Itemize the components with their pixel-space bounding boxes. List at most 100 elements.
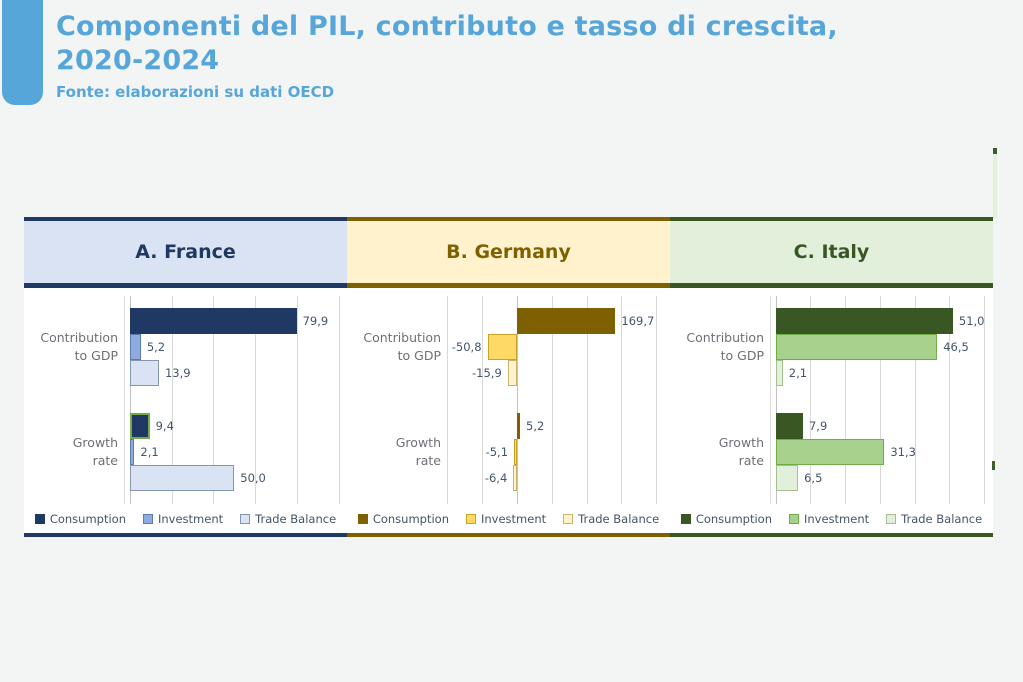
gridline [656,296,658,504]
legend-item-trade-balance: Trade Balance [886,512,982,526]
bar-france-contribution-to-gdp-consumption [130,308,297,334]
bar-value-label: 5,2 [146,340,166,354]
page-title-line1: Componenti del PIL, contributo e tasso d… [56,11,838,42]
bar-italy-contribution-to-gdp-trade-balance [775,360,783,386]
bar-italy-contribution-to-gdp-consumption [775,308,953,334]
legend-label: Consumption [372,512,449,526]
legend-label: Consumption [49,512,126,526]
row-label-contribution-to-gdp: Contribution to GDP [686,329,764,363]
chart-area-italy: Contribution to GDP 51,0 46,5 2,1 Growth rate 7… [670,288,993,537]
bar-italy-growth-rate-trade-balance [775,465,799,491]
bar-value-label: 50,0 [240,471,266,485]
bar-value-label: -5,1 [485,445,509,459]
gridline [296,296,298,504]
legend-swatch-investment [143,514,153,524]
legend-item-consumption: Consumption [357,512,449,526]
chart-panels: A. France Contribution to GDP 79,9 5,2 13,9 Gr… [24,217,993,541]
bar-value-label: 5,2 [526,419,545,433]
bar-value-label: 9,4 [155,419,174,433]
gridline [879,296,881,504]
panel-header-italy: C. Italy [670,217,993,288]
legend-item-investment: Investment [143,512,223,526]
legend-item-investment: Investment [789,512,869,526]
legend-swatch-trade-balance [886,514,897,524]
legend-swatch-investment [789,514,799,524]
legend-item-trade-balance: Trade Balance [240,512,336,526]
bar-germany-growth-rate-consumption [517,413,521,439]
panel-header-germany: B. Germany [347,217,670,288]
legend-item-consumption: Consumption [34,512,126,526]
gridline [482,296,484,504]
bar-germany-contribution-to-gdp-trade-balance [507,360,517,386]
bar-value-label: 13,9 [164,366,191,380]
legend-label: Investment [158,512,224,526]
legend-item-investment: Investment [466,512,546,526]
bar-france-growth-rate-investment [130,439,135,465]
panel-title-germany: B. Germany [446,241,571,263]
edge-artifact-strip [993,148,997,218]
bar-value-label: -6,4 [484,471,508,485]
row-label-growth-rate: Growth rate [72,434,118,468]
gridline [551,296,553,504]
zero-axis-line [775,296,777,504]
page-title: Componenti del PIL, contributo e tasso d… [56,10,986,78]
bar-value-label: -50,8 [451,340,482,354]
bar-france-growth-rate-trade-balance [130,465,235,491]
plot-left-edge [770,296,771,504]
row-label-contribution-to-gdp: Contribution to GDP [40,329,118,363]
zero-axis-line [517,296,518,504]
legend-label: Trade Balance [578,512,660,526]
chart-area-france: Contribution to GDP 79,9 5,2 13,9 Growth rate 9… [24,288,347,537]
gridline [621,296,623,504]
legend-item-trade-balance: Trade Balance [563,512,659,526]
chart-area-germany: Contribution to GDP 169,7 -50,8 -15,9 Growth r… [347,288,670,537]
bar-value-label: 6,5 [804,471,823,485]
legend-italy: Consumption Investment Trade Balance [670,508,993,530]
gridline [213,296,215,504]
bar-value-label: 2,1 [788,366,808,380]
title-block: Componenti del PIL, contributo e tasso d… [56,10,986,101]
panel-italy: C. Italy Contribution to GDP 51,0 46,5 2,1 Gro… [670,217,993,541]
legend-swatch-trade-balance [563,514,574,524]
legend-label: Trade Balance [901,512,983,526]
bar-value-label: 31,3 [890,445,916,459]
bar-value-label: 79,9 [302,314,329,328]
legend-label: Investment [481,512,547,526]
legend-swatch-trade-balance [240,514,251,524]
gridline [914,296,916,504]
plot-left-edge [124,296,125,504]
zero-axis-line [130,296,131,504]
legend-swatch-investment [466,514,476,524]
row-label-growth-rate: Growth rate [395,434,441,468]
panel-title-france: A. France [135,241,236,263]
legend-label: Trade Balance [255,512,337,526]
legend-france: Consumption Investment Trade Balance [24,508,347,530]
gridline [984,296,986,504]
bar-value-label: 51,0 [958,314,985,328]
legend-label: Consumption [695,512,772,526]
bar-italy-contribution-to-gdp-investment [775,334,938,360]
bar-germany-growth-rate-investment [514,439,517,465]
legend-swatch-consumption [34,514,45,524]
legend-label: Investment [804,512,870,526]
legend-germany: Consumption Investment Trade Balance [347,508,670,530]
bar-value-label: -15,9 [472,366,502,380]
bar-italy-growth-rate-consumption [775,413,803,439]
legend-item-consumption: Consumption [680,512,772,526]
panel-germany: B. Germany Contribution to GDP 169,7 -50,8 -1… [347,217,670,541]
bar-germany-contribution-to-gdp-investment [487,334,517,360]
bar-italy-growth-rate-investment [775,439,885,465]
gridline [338,296,340,504]
title-accent-bar [2,0,43,105]
legend-swatch-consumption [680,514,691,524]
panel-title-italy: C. Italy [793,241,870,263]
bar-france-contribution-to-gdp-trade-balance [130,360,159,386]
gridline [949,296,951,504]
bar-france-growth-rate-consumption [130,413,150,439]
page-subtitle: Fonte: elaborazioni su dati OECD [56,83,335,101]
page-title-line2: 2020-2024 [56,45,220,76]
bar-value-label: 7,9 [808,419,828,433]
edge-artifact-tick [993,148,997,154]
panel-france: A. France Contribution to GDP 79,9 5,2 13,9 Gr… [24,217,347,541]
bar-germany-contribution-to-gdp-consumption [517,308,616,334]
